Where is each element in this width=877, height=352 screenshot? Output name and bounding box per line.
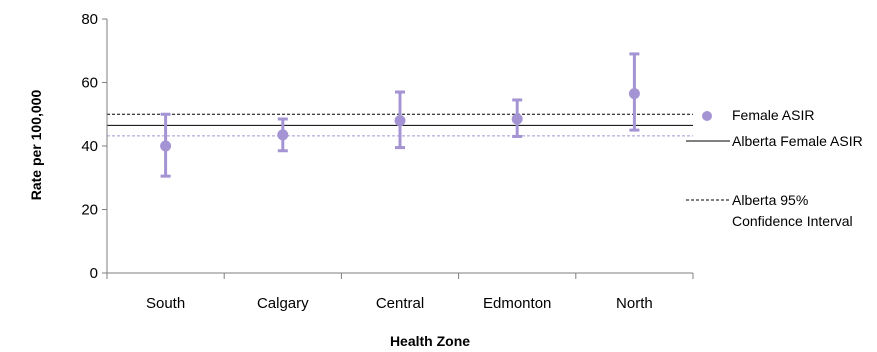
y-axis-title: Rate per 100,000 <box>28 90 44 201</box>
data-point <box>277 129 289 141</box>
y-tick-label: 0 <box>90 265 98 282</box>
y-tick-label: 40 <box>81 138 98 155</box>
data-point <box>511 113 523 125</box>
axes: 0 20 40 60 80 South Calgary Central Edmonton Nort… <box>81 11 694 312</box>
x-tick-label: Central <box>376 295 424 312</box>
y-tick-label: 60 <box>81 75 98 92</box>
legend: Female ASIR Alberta Female ASIR Alberta 95… <box>686 107 863 229</box>
x-tick-label: Edmonton <box>483 295 551 312</box>
data-point <box>628 88 640 100</box>
plot-area <box>107 52 693 178</box>
legend-label: Alberta 95% Confidence Interval <box>732 192 853 229</box>
legend-label: Alberta Female ASIR <box>732 133 863 149</box>
y-tick-label: 20 <box>81 202 98 219</box>
data-point <box>160 140 172 152</box>
y-tick-label: 80 <box>81 11 98 28</box>
data-point <box>394 115 406 127</box>
x-tick-label: North <box>616 295 653 312</box>
legend-label-line: Confidence Interval <box>732 213 853 229</box>
legend-marker-dot <box>702 111 712 121</box>
x-axis-title: Health Zone <box>390 333 470 349</box>
legend-label-line: Alberta 95% <box>732 192 808 208</box>
x-tick-label: Calgary <box>257 295 309 312</box>
legend-label: Female ASIR <box>732 107 814 123</box>
x-tick-label: South <box>146 295 185 312</box>
